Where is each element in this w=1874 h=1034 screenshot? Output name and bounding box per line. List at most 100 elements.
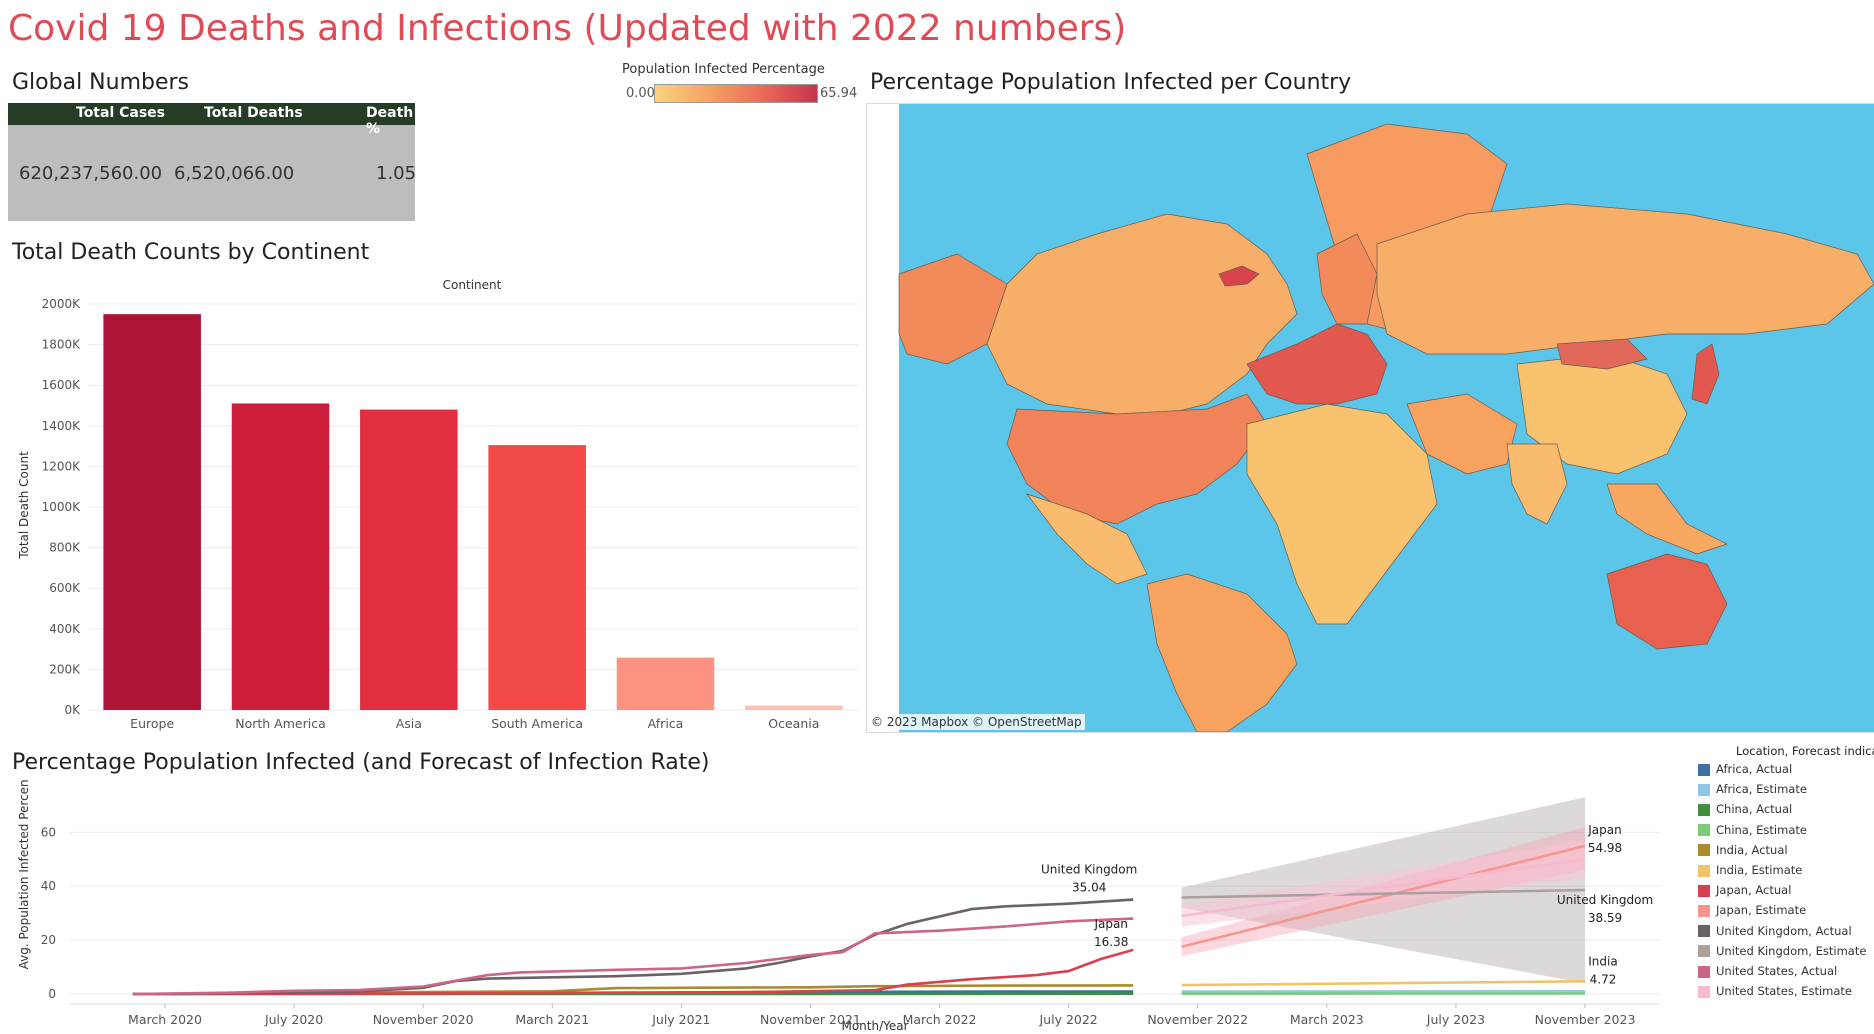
line-xtick-label: March 2022: [903, 1012, 977, 1027]
forecast-band: [1181, 840, 1585, 927]
country-south-america[interactable]: [1146, 573, 1298, 733]
series-japan-actual[interactable]: [132, 948, 1134, 996]
total-cases-header: Total Cases: [76, 105, 166, 121]
legend-item[interactable]: China, Actual: [1698, 802, 1792, 816]
bar-south-america[interactable]: [488, 445, 586, 710]
total-deaths-header: Total Deaths: [204, 105, 303, 121]
color-legend-title: Population Infected Percentage: [622, 62, 825, 77]
legend-item[interactable]: Africa, Actual: [1698, 762, 1792, 776]
annotation-location: India: [1588, 954, 1617, 968]
map-attribution[interactable]: © 2023 Mapbox © OpenStreetMap: [868, 714, 1085, 730]
legend-item[interactable]: India, Estimate: [1698, 863, 1802, 877]
country-alaska[interactable]: [898, 253, 1008, 365]
legend-swatch: [1698, 904, 1710, 917]
annotation-location: United Kingdom: [1041, 863, 1137, 877]
death-percent-value: 1.05: [376, 163, 417, 184]
country-mongolia[interactable]: [1556, 338, 1648, 370]
legend-item[interactable]: China, Estimate: [1698, 823, 1807, 837]
series-united-kingdom-actual[interactable]: [164, 898, 1134, 996]
color-legend-gradient[interactable]: [654, 84, 818, 103]
line-xtick-label: July 2021: [651, 1012, 710, 1027]
line-xtick-label: July 2023: [1426, 1012, 1485, 1027]
line-ytick-label: 60: [41, 825, 56, 839]
bar-ytick-label: 400K: [49, 622, 81, 636]
line-xtick-label: March 2023: [1290, 1012, 1364, 1027]
bar-africa[interactable]: [616, 657, 715, 710]
bar-ytick-label: 1000K: [42, 500, 82, 514]
line-xtick-label: July 2022: [1039, 1012, 1098, 1027]
country-canada[interactable]: [986, 213, 1298, 415]
legend-item[interactable]: Japan, Actual: [1698, 883, 1791, 897]
bar-north-america[interactable]: [231, 403, 330, 710]
legend-item[interactable]: United States, Estimate: [1698, 984, 1852, 998]
legend-item[interactable]: United States, Actual: [1698, 964, 1837, 978]
series-united-states-estimate[interactable]: [1181, 858, 1586, 918]
legend-swatch: [1698, 965, 1710, 978]
series-united-states-actual[interactable]: [132, 917, 1134, 996]
bar-oceania[interactable]: [745, 705, 843, 710]
series-india-estimate[interactable]: [1181, 980, 1586, 987]
annotation-value: 4.72: [1590, 972, 1617, 986]
legend-swatch: [1698, 763, 1710, 776]
line-xtick-label: March 2020: [128, 1012, 202, 1027]
color-legend-max: 65.94: [820, 86, 858, 101]
legend-item[interactable]: Japan, Estimate: [1698, 903, 1806, 917]
series-japan-estimate[interactable]: [1181, 844, 1586, 949]
legend-item[interactable]: United Kingdom, Actual: [1698, 924, 1852, 938]
legend-label: China, Actual: [1716, 802, 1793, 817]
line-xtick-label: November 2020: [373, 1012, 474, 1027]
bar-ytick-label: 200K: [49, 662, 81, 676]
death-percent-header: Death %: [366, 105, 414, 137]
legend-item[interactable]: Africa, Estimate: [1698, 782, 1807, 796]
color-legend-min: 0.00: [626, 86, 655, 101]
infection-line-chart[interactable]: Avg. Population Infected Percent Month/Y…: [0, 780, 1690, 1034]
bar-europe[interactable]: [103, 314, 201, 710]
line-ytick-label: 20: [41, 933, 56, 947]
bar-category-label: Oceania: [768, 716, 819, 731]
world-map[interactable]: [866, 103, 1874, 733]
country-russia[interactable]: [1376, 203, 1874, 355]
legend-label: United States, Actual: [1716, 964, 1838, 978]
country-southeast-asia[interactable]: [1606, 483, 1728, 555]
death-count-bar-chart[interactable]: Continent Total Death Count 0K 200K 400K 60…: [0, 270, 866, 740]
line-legend-title: Location, Forecast indicator: [1736, 744, 1874, 758]
country-scandinavia[interactable]: [1316, 233, 1378, 325]
country-japan[interactable]: [1691, 343, 1720, 405]
country-africa[interactable]: [1246, 403, 1438, 625]
legend-swatch: [1698, 844, 1710, 857]
legend-label: Japan, Actual: [1716, 883, 1792, 898]
dashboard-title: Covid 19 Deaths and Infections (Updated …: [8, 8, 1127, 49]
annotation-location: United Kingdom: [1557, 893, 1653, 907]
country-india[interactable]: [1506, 443, 1568, 525]
legend-swatch: [1698, 803, 1710, 816]
legend-item[interactable]: India, Actual: [1698, 843, 1788, 857]
country-middle-east[interactable]: [1406, 393, 1518, 475]
annotation-location: Japan: [1587, 823, 1621, 837]
total-cases-value: 620,237,560.00: [19, 163, 163, 184]
legend-swatch: [1698, 945, 1710, 958]
bar-category-label: Africa: [648, 716, 684, 731]
country-mexico[interactable]: [1026, 493, 1148, 585]
annotation-location: Japan: [1093, 917, 1127, 931]
series-united-kingdom-estimate[interactable]: [1181, 888, 1586, 899]
world-map-svg[interactable]: [867, 104, 1874, 733]
country-europe[interactable]: [1246, 323, 1388, 405]
line-chart-title: Percentage Population Infected (and Fore…: [12, 750, 710, 775]
legend-label: Africa, Estimate: [1716, 782, 1807, 797]
legend-label: United Kingdom, Actual: [1716, 923, 1852, 938]
global-numbers-table[interactable]: Total Cases Total Deaths Death % 620,237…: [8, 103, 417, 221]
country-usa[interactable]: [1006, 393, 1268, 525]
total-deaths-value: 6,520,066.00: [174, 163, 295, 184]
legend-swatch: [1698, 884, 1710, 897]
bar-chart-header: Continent: [443, 278, 502, 292]
legend-label: China, Estimate: [1716, 822, 1807, 837]
country-australia[interactable]: [1606, 553, 1728, 650]
legend-item[interactable]: United Kingdom, Estimate: [1698, 944, 1866, 958]
bar-ytick-label: 800K: [49, 541, 81, 555]
bar-ytick-label: 1400K: [42, 419, 82, 433]
bar-ytick-label: 2000K: [42, 297, 82, 311]
annotation-value: 35.04: [1072, 881, 1106, 895]
bar-asia[interactable]: [360, 409, 458, 710]
bar-ytick-label: 600K: [49, 581, 81, 595]
country-iceland[interactable]: [1218, 265, 1260, 287]
